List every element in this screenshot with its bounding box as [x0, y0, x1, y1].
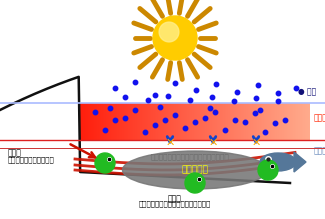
Text: 温かい水: 温かい水: [314, 113, 325, 122]
Wedge shape: [195, 178, 205, 188]
Polygon shape: [294, 152, 306, 172]
Circle shape: [159, 22, 179, 42]
Text: ✕: ✕: [165, 138, 175, 148]
Text: ✕: ✕: [208, 138, 218, 148]
Text: ✕: ✕: [251, 138, 261, 148]
Text: 貧酸素水塊: 貧酸素水塊: [182, 166, 208, 175]
Text: 有機物: 有機物: [8, 148, 22, 157]
Text: 微生物: 微生物: [168, 194, 182, 203]
Text: （有機物を分解する際に酸素を消費）: （有機物を分解する際に酸素を消費）: [139, 200, 211, 207]
Text: ● 酸素: ● 酸素: [298, 88, 316, 97]
Wedge shape: [268, 165, 278, 175]
Text: 冷たい水: 冷たい水: [314, 147, 325, 155]
Text: 成層のため、酸素が底層に供給されない: 成層のため、酸素が底層に供給されない: [150, 153, 229, 160]
Wedge shape: [105, 158, 115, 168]
Wedge shape: [185, 173, 204, 193]
Wedge shape: [95, 153, 114, 173]
Text: （動植物の死がいなど）: （動植物の死がいなど）: [8, 156, 55, 163]
Ellipse shape: [123, 151, 267, 189]
Wedge shape: [258, 160, 277, 180]
Circle shape: [153, 16, 197, 60]
Ellipse shape: [260, 153, 296, 171]
